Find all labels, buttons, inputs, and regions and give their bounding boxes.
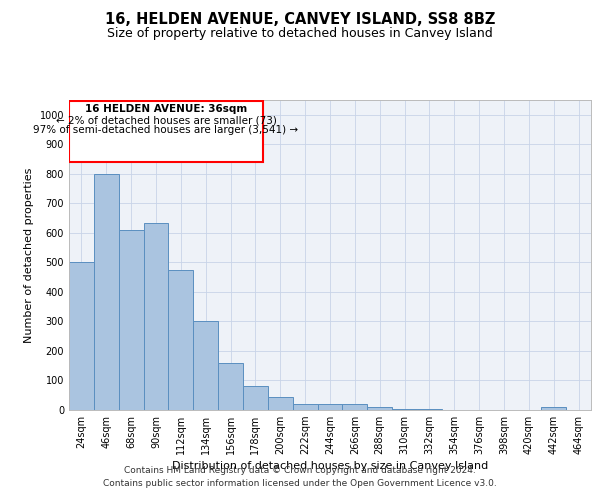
- Text: 16, HELDEN AVENUE, CANVEY ISLAND, SS8 8BZ: 16, HELDEN AVENUE, CANVEY ISLAND, SS8 8B…: [105, 12, 495, 28]
- Bar: [293, 404, 317, 410]
- Text: ← 2% of detached houses are smaller (73): ← 2% of detached houses are smaller (73): [56, 116, 277, 126]
- Bar: [218, 364, 243, 410]
- Bar: [243, 386, 268, 410]
- Text: 97% of semi-detached houses are larger (3,541) →: 97% of semi-detached houses are larger (…: [34, 124, 299, 134]
- Bar: [343, 404, 367, 410]
- Bar: [193, 322, 218, 410]
- Text: 16 HELDEN AVENUE: 36sqm: 16 HELDEN AVENUE: 36sqm: [85, 104, 247, 115]
- Bar: [317, 404, 343, 410]
- Text: Contains HM Land Registry data © Crown copyright and database right 2024.
Contai: Contains HM Land Registry data © Crown c…: [103, 466, 497, 487]
- Bar: [392, 409, 417, 410]
- Bar: [169, 270, 193, 410]
- Bar: [69, 262, 94, 410]
- Bar: [94, 174, 119, 410]
- Y-axis label: Number of detached properties: Number of detached properties: [24, 168, 34, 342]
- FancyBboxPatch shape: [69, 100, 263, 162]
- X-axis label: Distribution of detached houses by size in Canvey Island: Distribution of detached houses by size …: [172, 462, 488, 471]
- Bar: [119, 230, 143, 410]
- Bar: [268, 396, 293, 410]
- Bar: [541, 407, 566, 410]
- Text: Size of property relative to detached houses in Canvey Island: Size of property relative to detached ho…: [107, 28, 493, 40]
- Bar: [367, 407, 392, 410]
- Bar: [143, 222, 169, 410]
